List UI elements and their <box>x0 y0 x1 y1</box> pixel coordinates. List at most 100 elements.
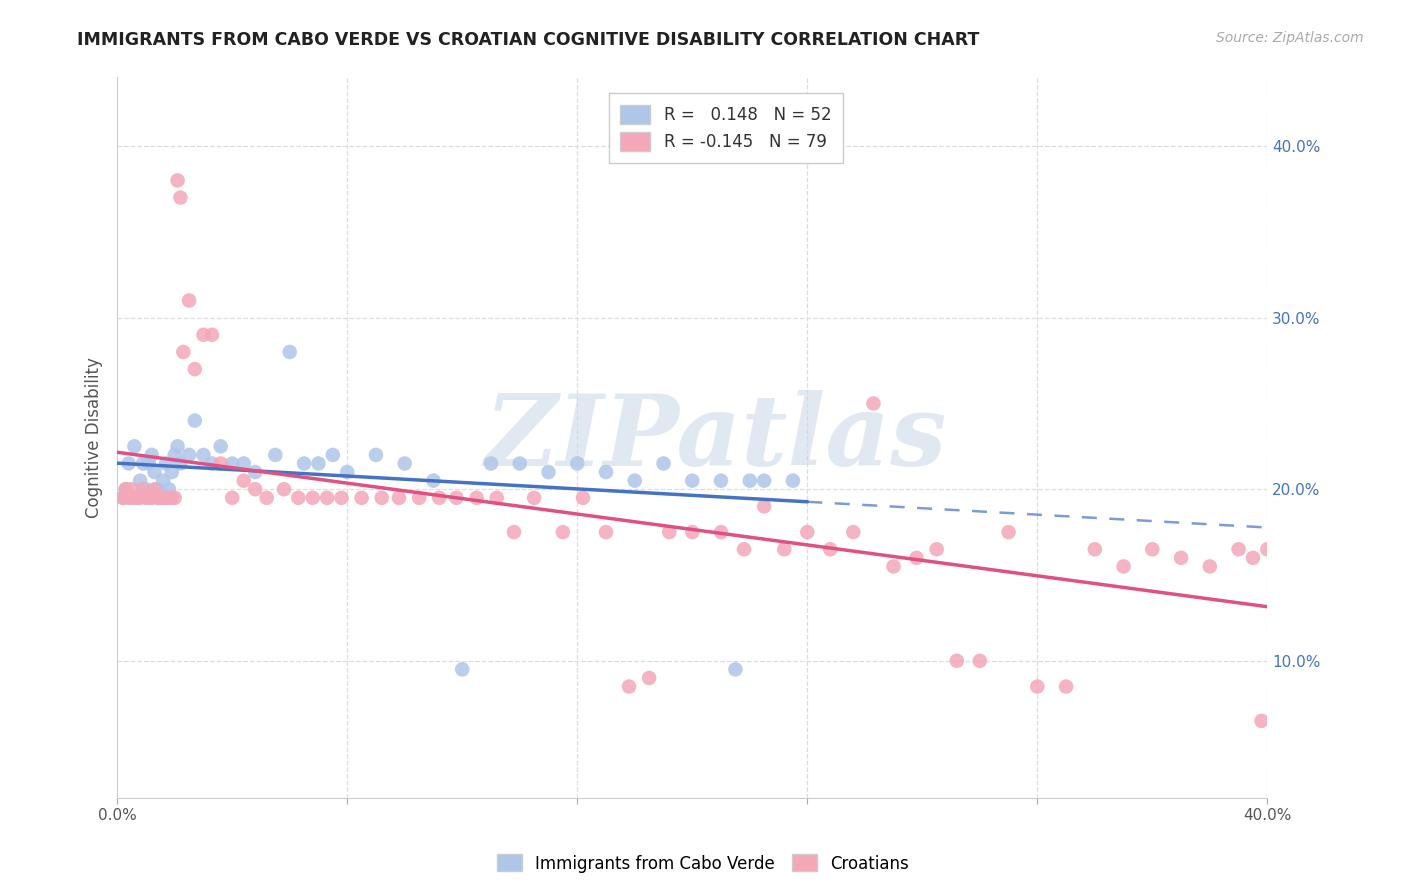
Point <box>1026 680 1049 694</box>
Point <box>245 465 267 479</box>
Point <box>256 491 278 505</box>
Point <box>465 491 488 505</box>
Point <box>166 173 188 187</box>
Point <box>738 474 761 488</box>
Point <box>551 525 574 540</box>
Point <box>138 491 160 505</box>
Point <box>572 491 595 505</box>
Point <box>883 559 905 574</box>
Point <box>135 482 157 496</box>
Point <box>157 491 180 505</box>
Point <box>638 671 661 685</box>
Point <box>121 482 143 496</box>
Point <box>997 525 1019 540</box>
Point <box>232 457 254 471</box>
Point <box>155 457 177 471</box>
Point <box>658 525 681 540</box>
Point <box>124 491 146 505</box>
Point <box>129 491 152 505</box>
Point <box>143 465 166 479</box>
Point <box>292 457 315 471</box>
Point <box>782 474 804 488</box>
Point <box>273 482 295 496</box>
Point <box>121 491 143 505</box>
Point <box>143 482 166 496</box>
Point <box>301 491 323 505</box>
Point <box>124 439 146 453</box>
Point <box>350 491 373 505</box>
Point <box>132 482 155 496</box>
Point <box>146 491 169 505</box>
Point <box>193 327 215 342</box>
Point <box>287 491 309 505</box>
Point <box>617 680 640 694</box>
Point <box>479 457 502 471</box>
Point <box>135 491 157 505</box>
Point <box>308 457 330 471</box>
Point <box>127 491 149 505</box>
Point <box>118 457 141 471</box>
Point <box>149 491 172 505</box>
Point <box>710 525 733 540</box>
Point <box>138 457 160 471</box>
Point <box>623 474 645 488</box>
Point <box>118 491 141 505</box>
Point <box>169 457 191 471</box>
Point <box>925 542 948 557</box>
Point <box>1250 714 1272 728</box>
Point <box>446 491 468 505</box>
Point <box>201 327 224 342</box>
Point <box>1142 542 1164 557</box>
Text: ZIPatlas: ZIPatlas <box>484 390 946 486</box>
Point <box>177 448 200 462</box>
Point <box>172 345 194 359</box>
Point <box>364 448 387 462</box>
Point <box>752 474 775 488</box>
Point <box>905 550 928 565</box>
Point <box>163 491 186 505</box>
Point <box>567 457 589 471</box>
Point <box>160 491 183 505</box>
Point <box>422 474 444 488</box>
Point <box>1112 559 1135 574</box>
Point <box>316 491 339 505</box>
Point <box>221 457 243 471</box>
Point <box>149 491 172 505</box>
Point <box>946 654 969 668</box>
Point <box>370 491 392 505</box>
Point <box>111 491 134 505</box>
Point <box>127 491 149 505</box>
Point <box>537 465 560 479</box>
Point <box>152 474 174 488</box>
Point <box>523 491 546 505</box>
Point <box>1271 500 1294 514</box>
Point <box>1054 680 1077 694</box>
Point <box>394 457 416 471</box>
Text: Source: ZipAtlas.com: Source: ZipAtlas.com <box>1216 31 1364 45</box>
Point <box>724 662 747 676</box>
Point <box>681 525 703 540</box>
Point <box>278 345 301 359</box>
Point <box>322 448 344 462</box>
Point <box>1241 550 1264 565</box>
Point <box>152 491 174 505</box>
Point <box>796 525 818 540</box>
Point <box>201 457 224 471</box>
Point <box>163 448 186 462</box>
Point <box>503 525 526 540</box>
Point <box>141 491 163 505</box>
Point <box>177 293 200 308</box>
Point <box>710 474 733 488</box>
Text: IMMIGRANTS FROM CABO VERDE VS CROATIAN COGNITIVE DISABILITY CORRELATION CHART: IMMIGRANTS FROM CABO VERDE VS CROATIAN C… <box>77 31 980 49</box>
Point <box>114 482 136 496</box>
Point <box>264 448 287 462</box>
Point <box>1170 550 1192 565</box>
Point <box>160 465 183 479</box>
Point <box>595 525 617 540</box>
Point <box>129 474 152 488</box>
Point <box>1198 559 1220 574</box>
Point <box>862 396 884 410</box>
Point <box>184 414 207 428</box>
Point <box>169 190 191 204</box>
Point <box>408 491 430 505</box>
